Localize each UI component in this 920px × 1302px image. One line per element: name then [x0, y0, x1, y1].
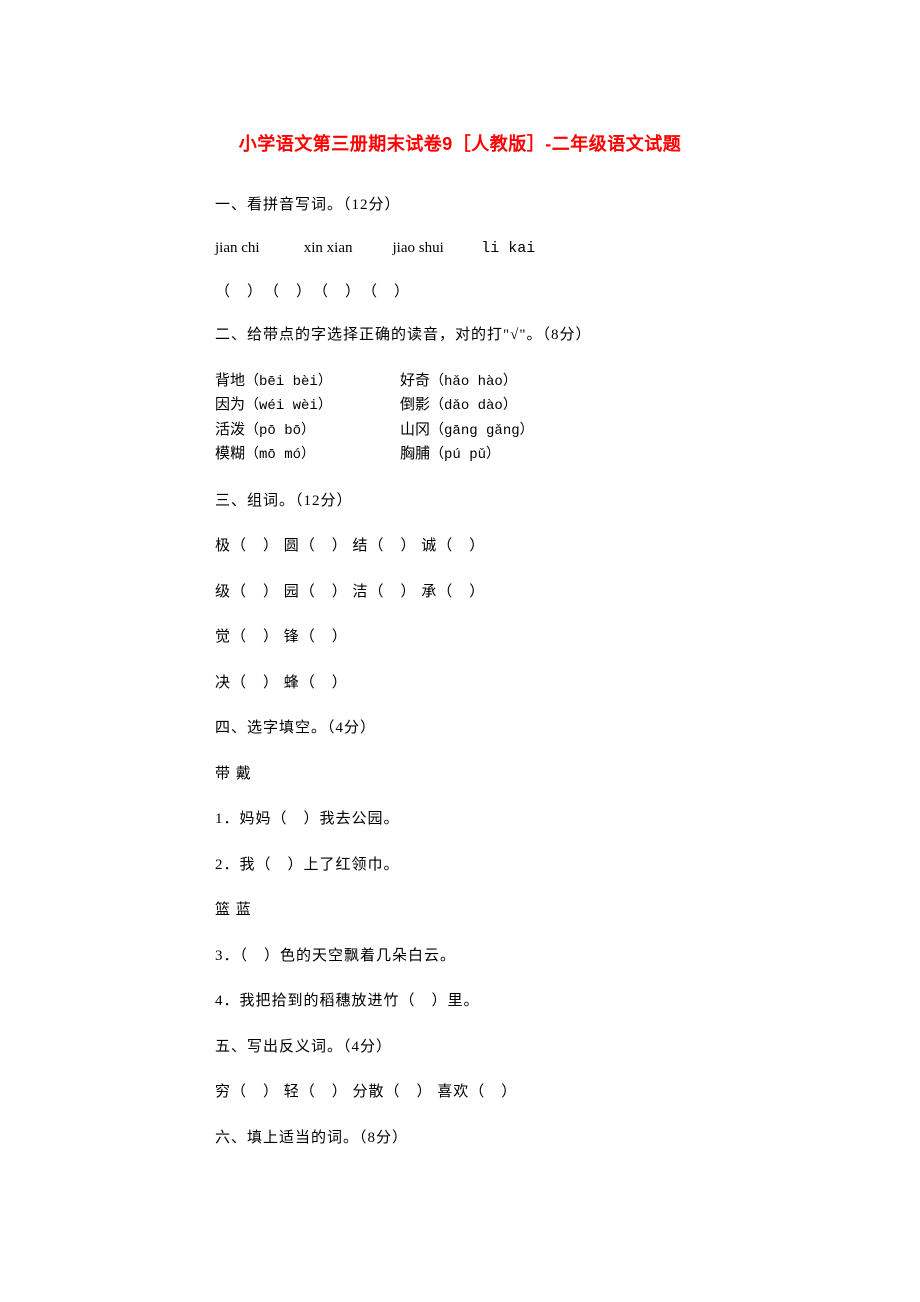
q2-py: （bēi bèi） [245, 374, 332, 390]
q1-pinyin-row: jian chi xin xian jiao shui li kai [215, 240, 705, 257]
q1-heading: 一、看拼音写词。（12分） [215, 194, 705, 217]
q5-heading: 五、写出反义词。（4分） [215, 1036, 705, 1059]
q2-py: （pú pǔ） [430, 447, 500, 463]
q4-item: 4．我把拾到的稻穗放进竹（ ）里。 [215, 990, 705, 1013]
q2-heading: 二、给带点的字选择正确的读音，对的打"√"。（8分） [215, 324, 705, 347]
document-page: 小学语文第三册期末试卷9［人教版］-二年级语文试题 一、看拼音写词。（12分） … [0, 0, 920, 1149]
q2-block: 背地（bēi bèi） 好奇（hǎo hào） 因为（wéi wèi） 倒影（d… [215, 369, 705, 467]
q4-heading: 四、选字填空。（4分） [215, 717, 705, 740]
q1-pinyin-d: li kai [481, 240, 535, 257]
q2-row: 模糊（mō mó） 胸脯（pú pǔ） [215, 442, 534, 466]
q2-word: 背地 [215, 373, 245, 389]
q2-row: 活泼（pō bō） 山冈（gāng gǎng） [215, 418, 534, 442]
q3-line: 觉（ ） 锋（ ） [215, 626, 705, 649]
q2-word: 模糊 [215, 446, 245, 462]
q4-chars: 带 戴 [215, 763, 705, 786]
q2-row: 背地（bēi bèi） 好奇（hǎo hào） [215, 369, 534, 393]
q4-item: 1．妈妈（ ）我去公园。 [215, 808, 705, 831]
q4-item: 2．我（ ）上了红领巾。 [215, 854, 705, 877]
q2-py: （hǎo hào） [430, 374, 517, 390]
q1-pinyin-c: jiao shui [393, 240, 478, 257]
q5-line: 穷（ ） 轻（ ） 分散（ ） 喜欢（ ） [215, 1081, 705, 1104]
q3-line: 极（ ） 圆（ ） 结（ ） 诚（ ） [215, 535, 705, 558]
q1-pinyin-b: xin xian [304, 240, 389, 257]
q3-line: 级（ ） 园（ ） 洁（ ） 承（ ） [215, 581, 705, 604]
q2-word: 胸脯 [400, 446, 430, 462]
q2-word: 倒影 [400, 397, 430, 413]
document-title: 小学语文第三册期末试卷9［人教版］-二年级语文试题 [215, 130, 705, 156]
q2-py: （gāng gǎng） [430, 423, 534, 439]
q2-py: （pō bō） [245, 423, 315, 439]
q1-pinyin-a: jian chi [215, 240, 300, 257]
q1-blanks: （ ） （ ） （ ） （ ） [215, 280, 705, 301]
q2-py: （dǎo dào） [430, 398, 517, 414]
q6-heading: 六、填上适当的词。（8分） [215, 1127, 705, 1150]
q2-py: （wéi wèi） [245, 398, 332, 414]
q3-heading: 三、组词。（12分） [215, 490, 705, 513]
q2-row: 因为（wéi wèi） 倒影（dǎo dào） [215, 393, 534, 417]
q2-word: 山冈 [400, 422, 430, 438]
q2-word: 活泼 [215, 422, 245, 438]
q2-py: （mō mó） [245, 447, 315, 463]
q2-word: 好奇 [400, 373, 430, 389]
q3-line: 决（ ） 蜂（ ） [215, 672, 705, 695]
q4-chars: 篮 蓝 [215, 899, 705, 922]
q2-word: 因为 [215, 397, 245, 413]
q4-item: 3．（ ）色的天空飘着几朵白云。 [215, 945, 705, 968]
